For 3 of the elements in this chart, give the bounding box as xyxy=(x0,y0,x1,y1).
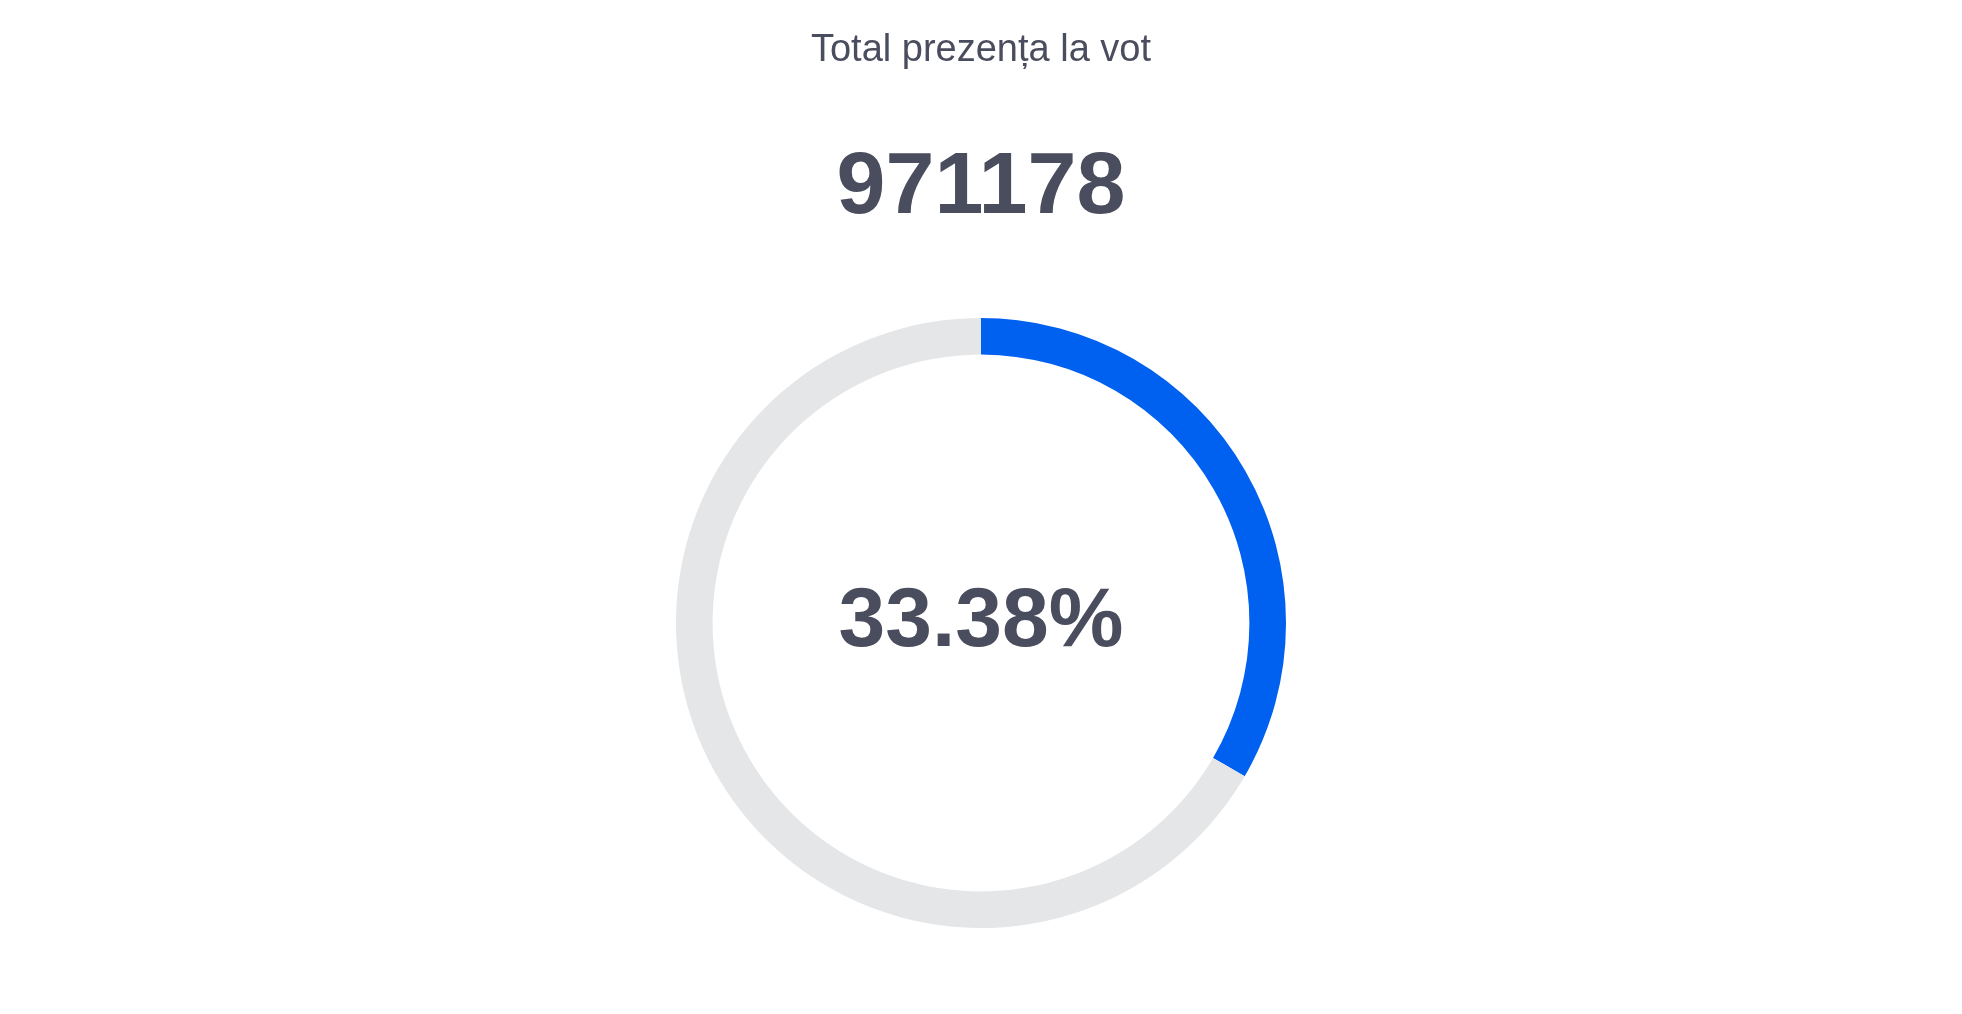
text: 33.38% xyxy=(838,570,1124,665)
chart-title: Total prezența la vot xyxy=(809,26,1153,71)
chart-subtitle: 971178 xyxy=(835,132,1127,234)
